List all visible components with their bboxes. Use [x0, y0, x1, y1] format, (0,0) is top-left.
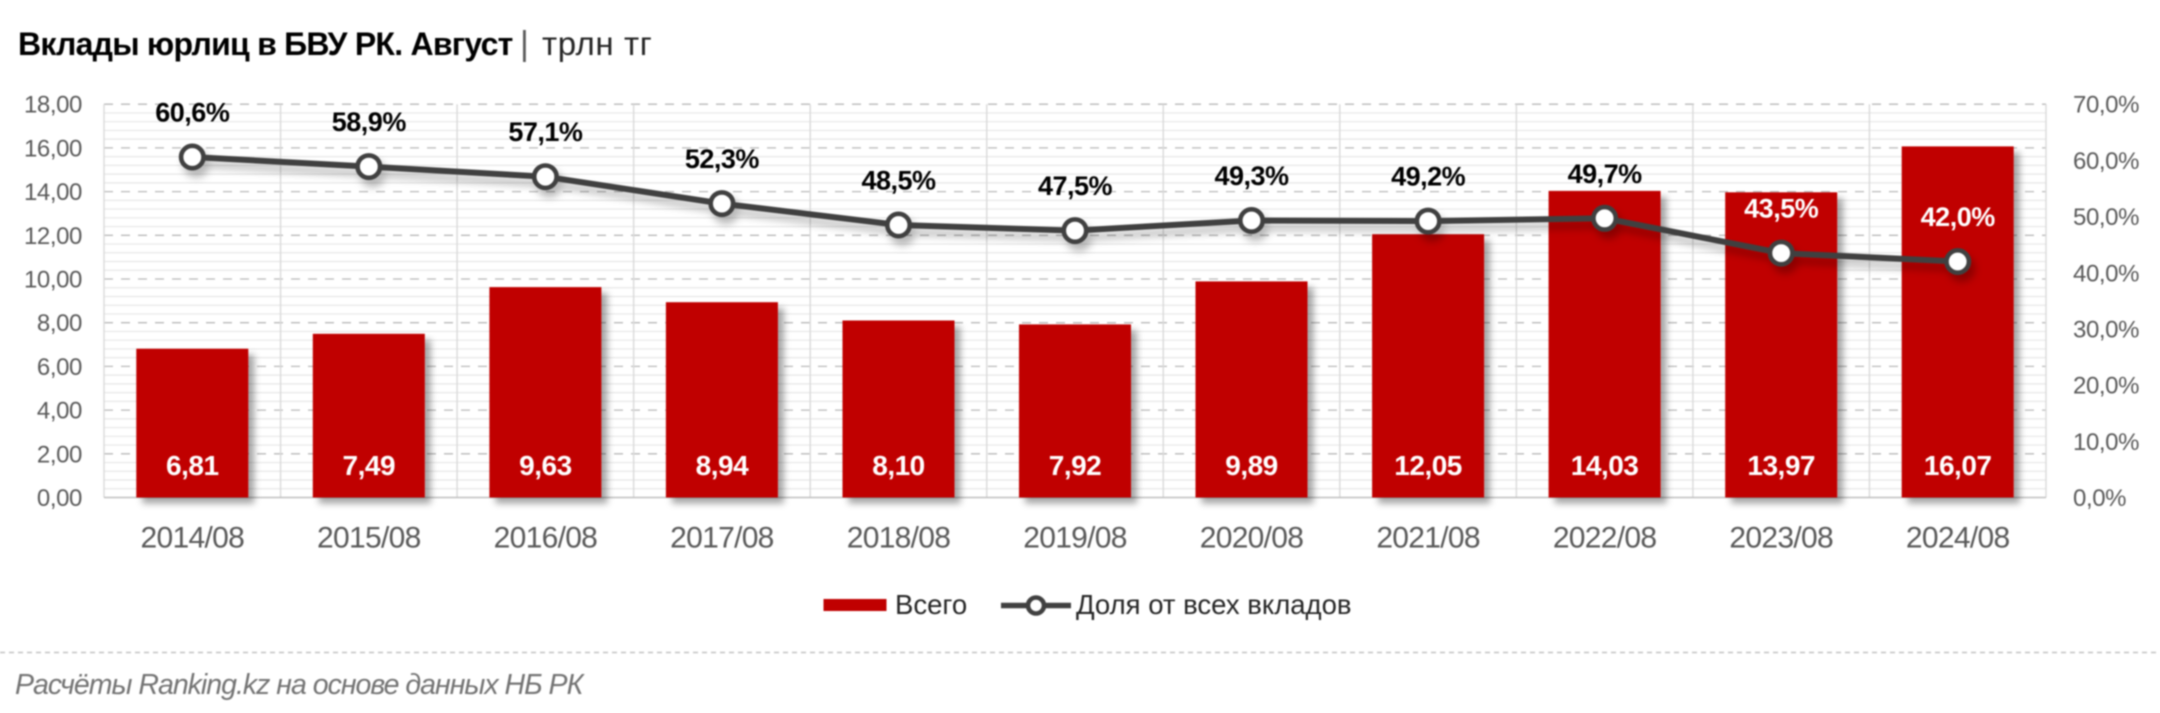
svg-text:49,3%: 49,3% — [1214, 161, 1289, 191]
svg-text:14,00: 14,00 — [24, 179, 82, 206]
svg-text:8,94: 8,94 — [696, 450, 749, 481]
svg-text:трлн тг: трлн тг — [542, 25, 652, 62]
svg-text:2016/08: 2016/08 — [494, 522, 598, 555]
svg-text:70,0%: 70,0% — [2073, 92, 2139, 119]
svg-text:47,5%: 47,5% — [1038, 171, 1113, 201]
svg-text:7,92: 7,92 — [1049, 450, 1102, 481]
svg-text:9,89: 9,89 — [1225, 450, 1278, 481]
svg-text:16,07: 16,07 — [1924, 450, 1992, 481]
svg-text:49,7%: 49,7% — [1568, 159, 1643, 189]
svg-text:40,0%: 40,0% — [2073, 260, 2139, 287]
svg-text:7,49: 7,49 — [343, 450, 396, 481]
svg-text:Вклады юрлиц в БВУ РК. Август: Вклады юрлиц в БВУ РК. Август — [18, 26, 513, 62]
svg-text:0,00: 0,00 — [37, 485, 82, 512]
svg-text:2020/08: 2020/08 — [1200, 522, 1304, 555]
svg-text:42,0%: 42,0% — [1921, 202, 1996, 232]
svg-text:Всего: Всего — [895, 589, 967, 620]
svg-text:8,10: 8,10 — [872, 450, 925, 481]
svg-text:2017/08: 2017/08 — [670, 522, 774, 555]
svg-text:18,00: 18,00 — [24, 92, 82, 119]
svg-text:10,0%: 10,0% — [2073, 429, 2139, 456]
svg-text:12,05: 12,05 — [1394, 450, 1462, 481]
svg-text:12,00: 12,00 — [24, 223, 82, 250]
svg-text:58,9%: 58,9% — [332, 107, 407, 137]
svg-text:20,0%: 20,0% — [2073, 373, 2139, 400]
svg-text:57,1%: 57,1% — [508, 117, 583, 147]
svg-text:48,5%: 48,5% — [861, 166, 936, 196]
svg-text:9,63: 9,63 — [519, 450, 572, 481]
svg-text:4,00: 4,00 — [37, 398, 82, 425]
svg-text:2018/08: 2018/08 — [847, 522, 951, 555]
svg-text:60,0%: 60,0% — [2073, 148, 2139, 175]
svg-text:13,97: 13,97 — [1747, 450, 1815, 481]
svg-text:2023/08: 2023/08 — [1729, 522, 1833, 555]
svg-text:2,00: 2,00 — [37, 441, 82, 468]
svg-text:Расчёты Ranking.kz на основе д: Расчёты Ranking.kz на основе данных НБ Р… — [15, 669, 586, 701]
svg-text:16,00: 16,00 — [24, 135, 82, 162]
svg-text:8,00: 8,00 — [37, 310, 82, 337]
svg-text:6,00: 6,00 — [37, 354, 82, 381]
svg-text:14,03: 14,03 — [1571, 450, 1639, 481]
svg-text:10,00: 10,00 — [24, 267, 82, 294]
svg-text:50,0%: 50,0% — [2073, 204, 2139, 231]
svg-text:Доля от всех вкладов: Доля от всех вкладов — [1076, 589, 1352, 620]
svg-text:49,2%: 49,2% — [1391, 162, 1466, 192]
svg-text:60,6%: 60,6% — [155, 98, 230, 128]
svg-text:2021/08: 2021/08 — [1376, 522, 1480, 555]
svg-text:2014/08: 2014/08 — [141, 522, 245, 555]
svg-text:52,3%: 52,3% — [685, 144, 760, 174]
svg-text:|: | — [520, 25, 529, 63]
svg-text:2019/08: 2019/08 — [1023, 522, 1127, 555]
svg-text:2024/08: 2024/08 — [1906, 522, 2010, 555]
svg-text:0,0%: 0,0% — [2073, 485, 2126, 512]
svg-text:6,81: 6,81 — [166, 450, 219, 481]
svg-text:2022/08: 2022/08 — [1553, 522, 1657, 555]
svg-text:2015/08: 2015/08 — [317, 522, 421, 555]
svg-text:30,0%: 30,0% — [2073, 316, 2139, 343]
svg-text:43,5%: 43,5% — [1744, 194, 1819, 224]
